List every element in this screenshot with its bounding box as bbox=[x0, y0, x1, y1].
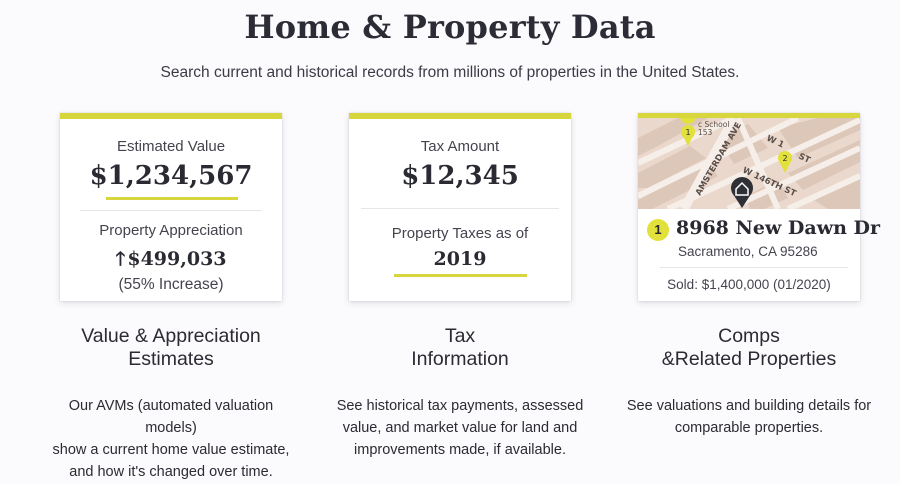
comps-card: AMSTERDAM AVE W 146TH ST W 1 ST c School… bbox=[638, 113, 880, 301]
tax-card: Tax Amount $12,345 Property Taxes as of … bbox=[349, 113, 571, 301]
tax-year-underline bbox=[394, 274, 527, 277]
tax-amount-label: Tax Amount bbox=[420, 138, 500, 155]
map-pin-1-icon[interactable]: 1 bbox=[680, 118, 696, 146]
map-graphic: AMSTERDAM AVE W 146TH ST W 1 ST c School… bbox=[638, 118, 860, 209]
column-desc-line: value, and market value for land and bbox=[342, 420, 578, 436]
appreciation-value: $499,033 bbox=[127, 248, 227, 270]
page-title: Home & Property Data bbox=[244, 8, 656, 46]
comps-title: Comps &Related Properties bbox=[619, 325, 879, 371]
card-divider bbox=[80, 210, 262, 211]
estimated-value-underline bbox=[106, 197, 238, 200]
estimated-value: $1,234,567 bbox=[89, 161, 253, 191]
value-appreciation-description: Our AVMs (automated valuation models) sh… bbox=[41, 395, 301, 483]
column-desc-line: See historical tax payments, assessed bbox=[336, 398, 584, 414]
map-pin-2-label: 2 bbox=[782, 154, 787, 163]
school-number-label: 153 bbox=[698, 128, 713, 137]
street-label-top-suffix: ST bbox=[797, 152, 812, 166]
column-desc-line: and how it's changed over time. bbox=[69, 464, 273, 480]
appreciation-note: (55% Increase) bbox=[118, 276, 224, 293]
value-card: Estimated Value $1,234,567 Property Appr… bbox=[60, 113, 282, 301]
column-title-line: Value & Appreciation bbox=[81, 325, 261, 347]
comps-description: See valuations and building details for … bbox=[619, 395, 879, 439]
card-divider bbox=[660, 267, 848, 268]
arrow-up-icon: 🡑 bbox=[115, 248, 126, 270]
column-title-line: Estimates bbox=[128, 348, 214, 370]
page-subtitle: Search current and historical records fr… bbox=[160, 64, 740, 81]
property-address: 8968 New Dawn Dr bbox=[676, 217, 880, 239]
column-desc-line: comparable properties. bbox=[674, 420, 824, 436]
appreciation-label: Property Appreciation bbox=[99, 222, 243, 239]
column-desc-line: show a current home value estimate, bbox=[52, 442, 290, 458]
map-pin-1-label: 1 bbox=[685, 128, 690, 137]
estimated-value-label: Estimated Value bbox=[116, 138, 226, 155]
home-marker-icon[interactable] bbox=[731, 177, 753, 208]
tax-information-description: See historical tax payments, assessed va… bbox=[330, 395, 590, 461]
column-title-line: Information bbox=[411, 348, 509, 370]
column-desc-line: improvements made, if available. bbox=[354, 442, 566, 458]
card-divider bbox=[361, 208, 559, 209]
map-pin-2-icon[interactable]: 2 bbox=[778, 151, 792, 173]
value-appreciation-title: Value & Appreciation Estimates bbox=[41, 325, 301, 371]
tax-amount-value: $12,345 bbox=[401, 161, 519, 191]
column-desc-line: See valuations and building details for bbox=[626, 398, 872, 414]
tax-information-title: Tax Information bbox=[330, 325, 590, 371]
school-label: c School bbox=[698, 120, 729, 129]
tax-year-value: 2019 bbox=[433, 248, 487, 270]
column-desc-line: Our AVMs (automated valuation models) bbox=[68, 398, 274, 436]
column-title-line: &Related Properties bbox=[661, 348, 837, 370]
property-sold-info: Sold: $1,400,000 (01/2020) bbox=[667, 277, 831, 292]
property-city: Sacramento, CA 95286 bbox=[678, 244, 818, 259]
appreciation-row: 🡑 $499,033 bbox=[60, 245, 282, 277]
column-title-line: Comps bbox=[718, 325, 780, 347]
column-title-line: Tax bbox=[444, 325, 476, 347]
property-number-badge: 1 bbox=[647, 219, 669, 241]
property-map[interactable]: AMSTERDAM AVE W 146TH ST W 1 ST c School… bbox=[638, 118, 860, 209]
tax-year-label: Property Taxes as of bbox=[391, 225, 529, 242]
